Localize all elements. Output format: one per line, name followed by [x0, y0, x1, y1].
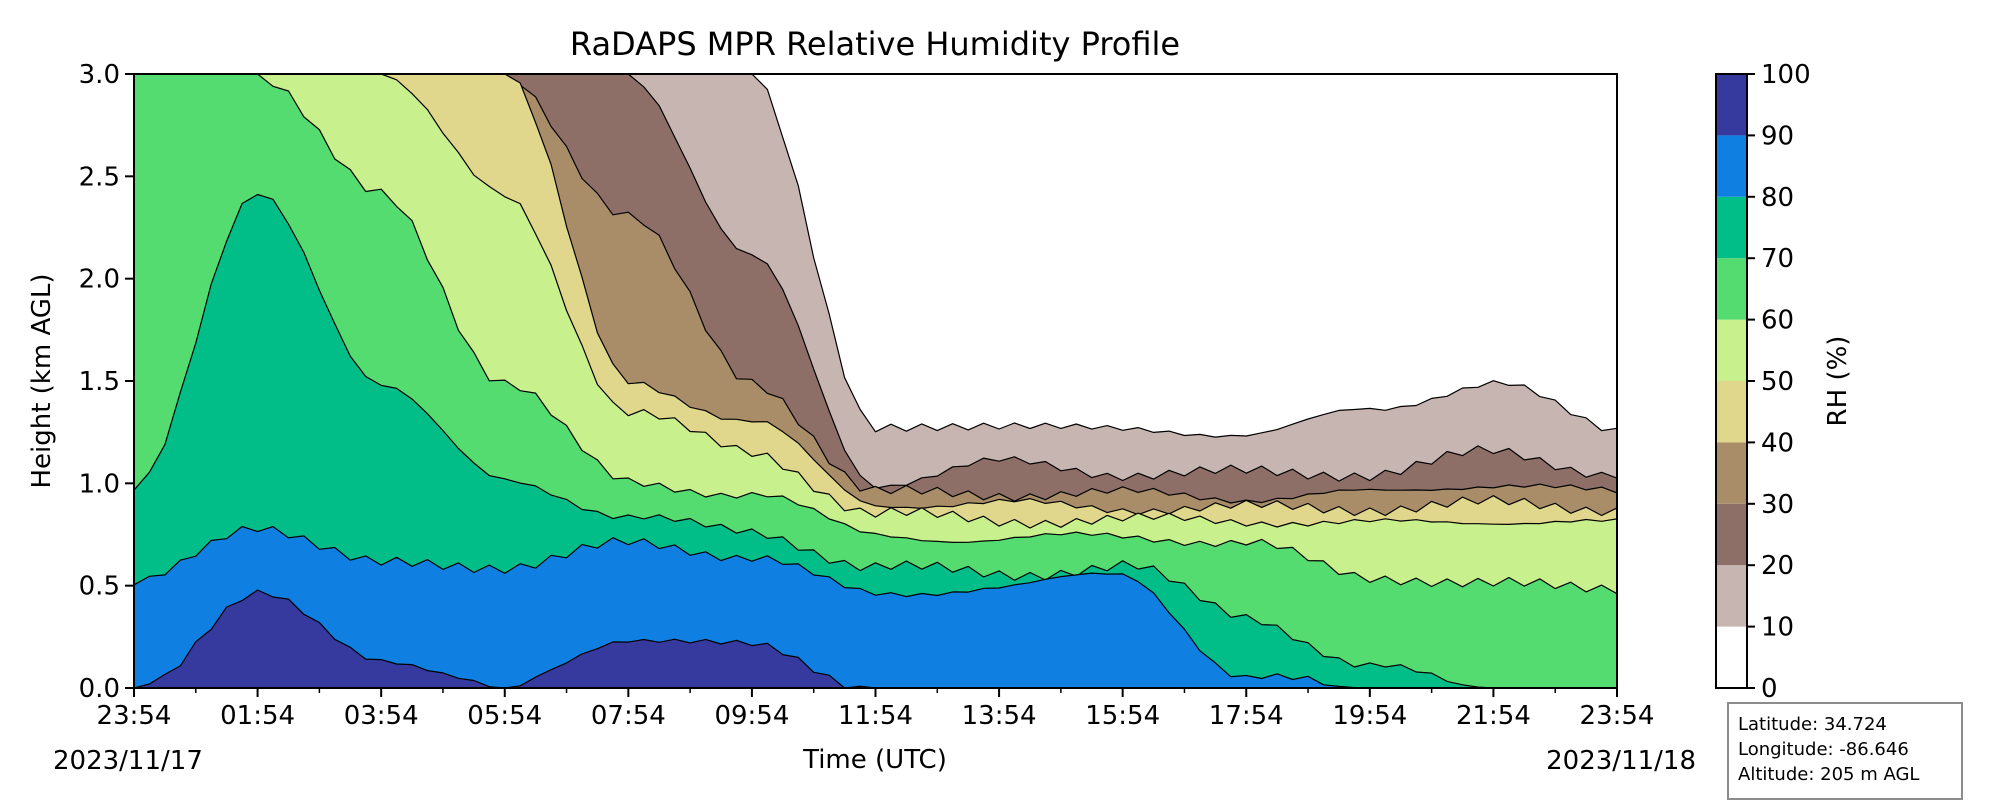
- x-tick-label: 21:54: [1456, 701, 1531, 731]
- x-tick-label: 05:54: [467, 701, 542, 731]
- colorbar-tick-label: 100: [1761, 60, 1811, 90]
- y-tick-label: 3.0: [79, 60, 120, 90]
- colorbar-swatch-90-100: [1716, 74, 1747, 136]
- y-tick-label: 1.5: [79, 367, 120, 397]
- x-tick-label: 09:54: [714, 701, 789, 731]
- colorbar-tick-label: 40: [1761, 428, 1794, 458]
- chart-title: RaDAPS MPR Relative Humidity Profile: [570, 25, 1180, 63]
- x-tick-label: 01:54: [220, 701, 295, 731]
- colorbar-swatch-40-50: [1716, 381, 1747, 443]
- colorbar-tick-label: 10: [1761, 613, 1794, 643]
- x-tick-label: 23:54: [1580, 701, 1655, 731]
- x-tick-label: 15:54: [1085, 701, 1160, 731]
- x-tick-label: 11:54: [838, 701, 913, 731]
- x-tick-label: 07:54: [591, 701, 666, 731]
- latitude-text: Latitude: 34.724: [1738, 714, 1887, 735]
- colorbar-tick-label: 60: [1761, 306, 1794, 336]
- colorbar-swatch-80-90: [1716, 135, 1747, 197]
- colorbar-tick-label: 30: [1761, 490, 1794, 520]
- y-tick-label: 1.0: [79, 469, 120, 499]
- colorbar-swatch-50-60: [1716, 319, 1747, 381]
- colorbar-swatch-0-10: [1716, 626, 1747, 688]
- start-date-label: 2023/11/17: [53, 746, 203, 776]
- x-tick-label: 03:54: [344, 701, 419, 731]
- end-date-label: 2023/11/18: [1546, 746, 1696, 776]
- colorbar-swatch-10-20: [1716, 565, 1747, 627]
- x-axis-label: Time (UTC): [802, 745, 947, 775]
- colorbar-tick-label: 20: [1761, 551, 1794, 581]
- colorbar-swatch-20-30: [1716, 503, 1747, 566]
- y-tick-label: 2.0: [79, 265, 120, 295]
- colorbar-label: RH (%): [1823, 336, 1853, 427]
- rh-band-80-90: [134, 525, 1617, 688]
- x-tick-label: 17:54: [1209, 701, 1284, 731]
- colorbar-swatch-70-80: [1716, 196, 1747, 259]
- station-info-box: Latitude: 34.724 Longitude: -86.646 Alti…: [1727, 702, 1963, 800]
- y-tick-label: 0.5: [79, 572, 120, 602]
- y-tick-label: 2.5: [79, 162, 120, 192]
- rh-band-70-80: [134, 193, 1617, 688]
- colorbar-swatch-60-70: [1716, 258, 1747, 320]
- colorbar-tick-label: 50: [1761, 367, 1794, 397]
- colorbar-tick-label: 80: [1761, 183, 1794, 213]
- colorbar-swatch-30-40: [1716, 442, 1747, 504]
- y-tick-label: 0.0: [79, 674, 120, 704]
- colorbar-tick-label: 0: [1761, 674, 1778, 704]
- x-tick-label: 13:54: [962, 701, 1037, 731]
- colorbar-tick-label: 70: [1761, 244, 1794, 274]
- colorbar-tick-label: 90: [1761, 121, 1794, 151]
- longitude-text: Longitude: -86.646: [1738, 739, 1909, 760]
- x-tick-label: 23:54: [97, 701, 172, 731]
- altitude-text: Altitude: 205 m AGL: [1738, 764, 1920, 785]
- rh-band-90-100: [134, 589, 1617, 688]
- y-axis-label: Height (km AGL): [27, 273, 57, 488]
- x-tick-label: 19:54: [1332, 701, 1407, 731]
